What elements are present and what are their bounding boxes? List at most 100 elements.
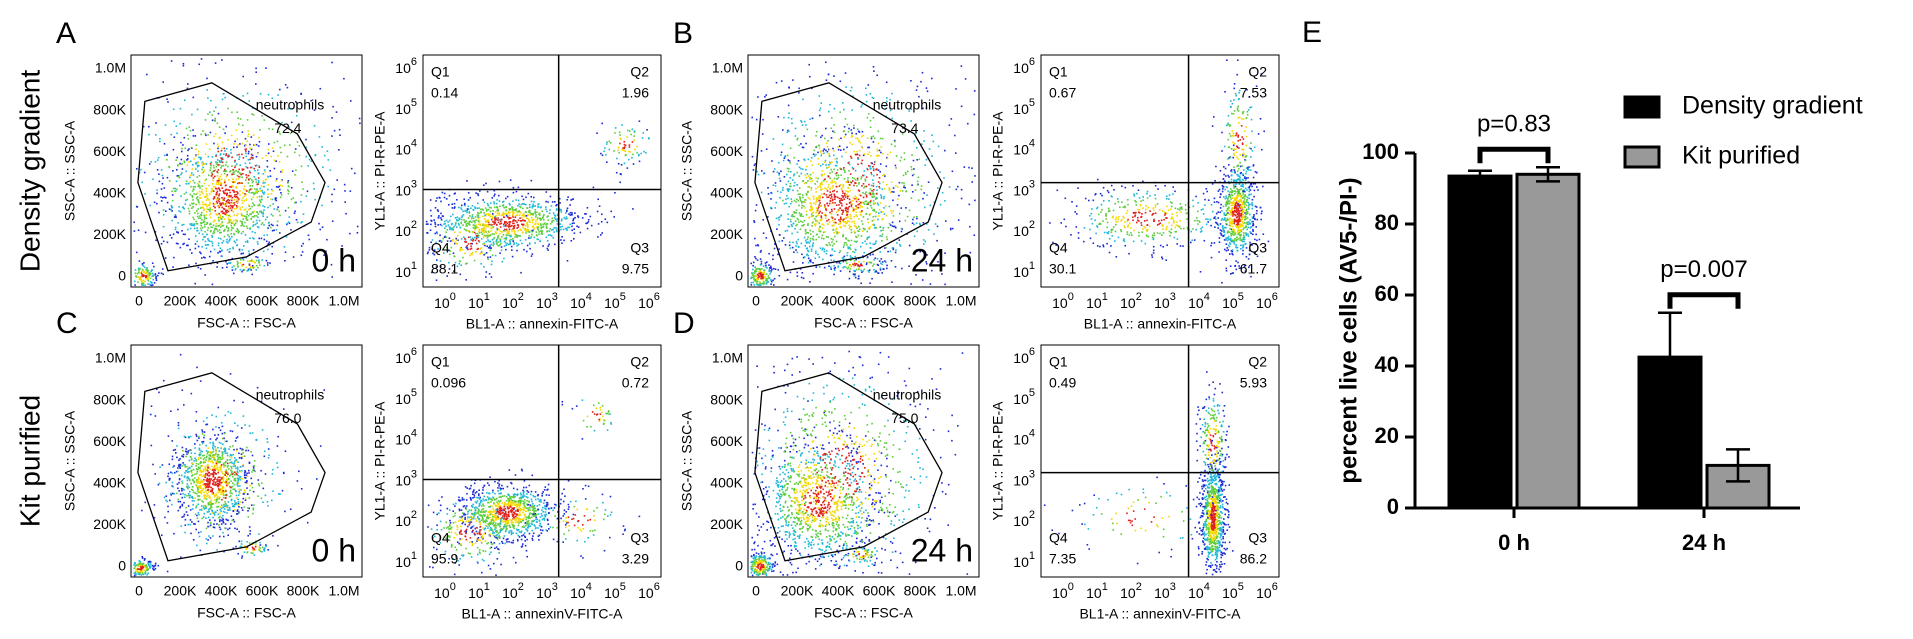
event-dot (212, 185, 215, 188)
event-dot (260, 185, 263, 187)
event-dot (937, 261, 939, 263)
event-dot (227, 227, 230, 229)
event-dot (922, 239, 925, 241)
event-dot (877, 204, 880, 206)
event-dot (140, 272, 143, 275)
event-dot (772, 138, 775, 140)
event-dot (804, 228, 807, 231)
event-dot (209, 230, 212, 233)
event-dot (287, 192, 290, 195)
event-dot (525, 232, 527, 234)
event-dot (233, 199, 235, 201)
event-dot (207, 97, 209, 99)
event-dot (249, 177, 251, 180)
event-dot (566, 209, 568, 212)
event-dot (260, 201, 262, 204)
event-dot (271, 147, 274, 149)
event-dot (809, 229, 811, 232)
event-dot (1090, 212, 1093, 215)
event-dot (238, 153, 240, 156)
event-dot (761, 273, 763, 276)
event-dot (907, 170, 909, 173)
event-dot (213, 142, 215, 145)
event-dot (565, 210, 568, 213)
event-dot (226, 222, 229, 224)
event-dot (229, 204, 232, 207)
event-dot (876, 150, 879, 152)
event-dot (194, 135, 197, 137)
event-dot (234, 219, 237, 221)
event-dot (777, 161, 780, 164)
event-dot (967, 122, 969, 125)
event-dot (434, 207, 437, 209)
event-dot (253, 238, 255, 240)
event-dot (478, 220, 481, 222)
event-dot (532, 214, 534, 216)
event-dot (214, 206, 216, 209)
event-dot (290, 121, 293, 124)
event-dot (205, 195, 207, 198)
event-dot (470, 217, 473, 220)
event-dot (259, 200, 262, 203)
event-dot (254, 262, 256, 264)
event-dot (227, 165, 229, 168)
event-dot (163, 196, 166, 199)
event-dot (794, 135, 797, 137)
event-dot (918, 95, 920, 98)
event-dot (1140, 222, 1142, 224)
event-dot (203, 218, 206, 220)
event-dot (141, 274, 143, 277)
event-dot (1185, 212, 1188, 215)
event-dot (809, 240, 812, 242)
event-dot (851, 203, 853, 205)
event-dot (832, 184, 834, 187)
event-dot (870, 155, 872, 157)
event-dot (172, 108, 175, 111)
event-dot (207, 244, 210, 246)
event-dot (944, 283, 946, 286)
event-dot (192, 96, 195, 99)
event-dot (866, 218, 869, 220)
event-dot (436, 259, 438, 261)
event-dot (560, 228, 562, 231)
event-dot (253, 176, 255, 178)
event-dot (814, 183, 816, 185)
event-dot (241, 202, 244, 204)
event-dot (858, 190, 861, 192)
event-dot (505, 244, 508, 246)
event-dot (813, 223, 816, 226)
event-dot (812, 272, 814, 275)
event-dot (873, 163, 876, 166)
event-dot (447, 221, 449, 223)
event-dot (243, 225, 245, 227)
event-dot (795, 249, 797, 251)
event-dot (185, 180, 188, 182)
event-dot (851, 135, 854, 137)
event-dot (336, 179, 338, 181)
event-dot (1186, 218, 1188, 220)
event-dot (596, 210, 599, 213)
event-dot (493, 189, 496, 192)
event-dot (513, 229, 516, 232)
event-dot (166, 241, 169, 244)
event-dot (156, 189, 158, 191)
event-dot (471, 253, 473, 256)
event-dot (483, 242, 486, 244)
event-dot (865, 176, 868, 178)
event-dot (857, 140, 860, 143)
event-dot (1228, 193, 1231, 196)
event-dot (799, 198, 802, 200)
event-dot (508, 230, 510, 232)
event-dot (185, 183, 188, 185)
event-dot (816, 210, 819, 212)
event-dot (236, 229, 239, 231)
event-dot (485, 221, 487, 224)
event-dot (1140, 240, 1143, 242)
event-dot (1197, 202, 1199, 204)
event-dot (231, 180, 234, 183)
event-dot (146, 273, 149, 276)
event-dot (213, 248, 216, 251)
event-dot (478, 221, 481, 223)
x-tick-label: 800K (287, 293, 320, 309)
event-dot (868, 269, 871, 271)
